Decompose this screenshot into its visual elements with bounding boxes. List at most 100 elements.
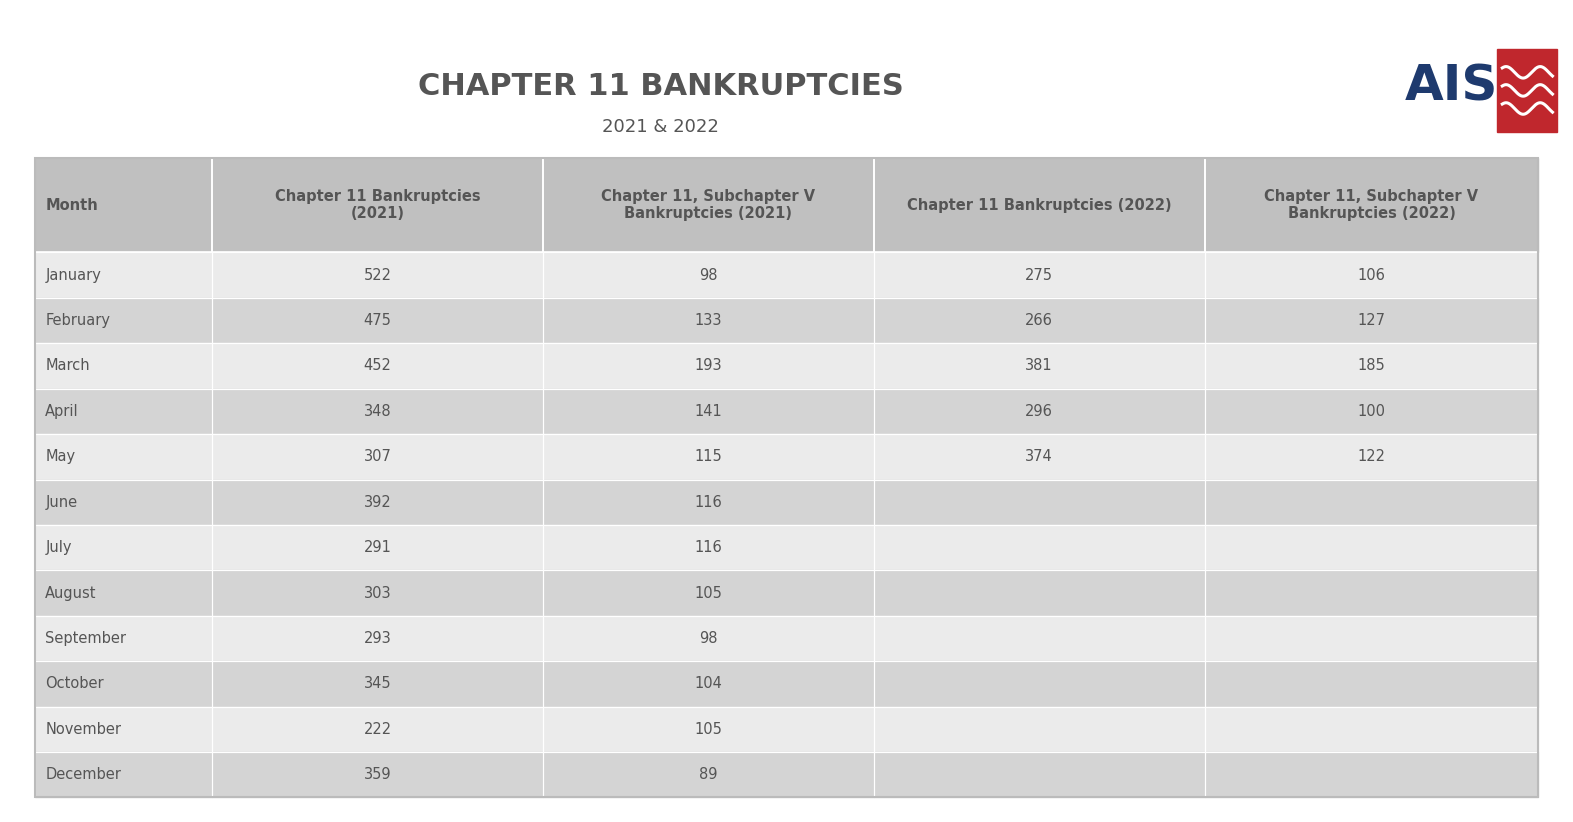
- Bar: [1205, 344, 1538, 389]
- Text: 106: 106: [1357, 268, 1386, 283]
- Bar: [35, 389, 212, 434]
- Bar: [873, 158, 1205, 252]
- Bar: [873, 661, 1205, 707]
- Bar: [1205, 479, 1538, 525]
- Bar: [212, 434, 543, 479]
- Bar: [873, 479, 1205, 525]
- Bar: [35, 570, 212, 616]
- Text: 116: 116: [694, 495, 722, 510]
- Text: 345: 345: [363, 677, 392, 691]
- Bar: [35, 525, 212, 570]
- Bar: [1205, 158, 1538, 252]
- Text: Chapter 11 Bankruptcies
(2021): Chapter 11 Bankruptcies (2021): [275, 189, 480, 221]
- Bar: [873, 616, 1205, 661]
- Text: 452: 452: [363, 358, 392, 373]
- Text: 475: 475: [363, 313, 392, 328]
- Bar: [212, 434, 543, 479]
- Bar: [35, 344, 212, 389]
- Text: 193: 193: [695, 358, 722, 373]
- Bar: [212, 707, 543, 752]
- Bar: [212, 298, 543, 344]
- Bar: [543, 389, 873, 434]
- Bar: [543, 616, 873, 661]
- Text: 2021 & 2022: 2021 & 2022: [602, 118, 719, 136]
- Bar: [1205, 570, 1538, 616]
- Bar: [873, 479, 1205, 525]
- Bar: [35, 158, 212, 252]
- Text: 105: 105: [694, 585, 722, 601]
- Text: 141: 141: [694, 404, 722, 419]
- Bar: [1205, 752, 1538, 797]
- Bar: [212, 525, 543, 570]
- Text: CHAPTER 11 BANKRUPTCIES: CHAPTER 11 BANKRUPTCIES: [418, 72, 903, 101]
- Bar: [1205, 707, 1538, 752]
- Bar: [543, 707, 873, 752]
- Text: 104: 104: [694, 677, 722, 691]
- Text: 122: 122: [1357, 450, 1386, 464]
- Bar: [873, 389, 1205, 434]
- Text: 98: 98: [698, 631, 717, 646]
- Bar: [1205, 158, 1538, 252]
- Bar: [212, 298, 543, 344]
- Bar: [212, 252, 543, 298]
- Text: 266: 266: [1026, 313, 1052, 328]
- Text: February: February: [46, 313, 110, 328]
- Bar: [212, 616, 543, 661]
- Bar: [212, 616, 543, 661]
- Bar: [873, 434, 1205, 479]
- Text: 374: 374: [1026, 450, 1052, 464]
- Bar: [873, 616, 1205, 661]
- Bar: [1205, 707, 1538, 752]
- Text: 293: 293: [363, 631, 392, 646]
- Text: 359: 359: [363, 767, 392, 783]
- Text: August: August: [46, 585, 98, 601]
- Bar: [35, 389, 212, 434]
- Text: 348: 348: [363, 404, 392, 419]
- Bar: [212, 252, 543, 298]
- Bar: [35, 616, 212, 661]
- Bar: [1205, 298, 1538, 344]
- Bar: [212, 158, 543, 252]
- Text: 127: 127: [1357, 313, 1386, 328]
- Bar: [543, 158, 873, 252]
- Bar: [1205, 661, 1538, 707]
- Bar: [543, 252, 873, 298]
- Bar: [543, 479, 873, 525]
- Bar: [543, 661, 873, 707]
- Bar: [35, 707, 212, 752]
- Bar: [873, 570, 1205, 616]
- Bar: [1205, 434, 1538, 479]
- Bar: [1205, 298, 1538, 344]
- Text: 296: 296: [1026, 404, 1052, 419]
- Bar: [873, 344, 1205, 389]
- Text: AIS: AIS: [1405, 62, 1497, 110]
- Bar: [543, 661, 873, 707]
- Bar: [35, 434, 212, 479]
- Text: 392: 392: [363, 495, 392, 510]
- Text: 291: 291: [363, 540, 392, 555]
- Bar: [35, 525, 212, 570]
- Bar: [212, 752, 543, 797]
- Text: November: November: [46, 722, 121, 737]
- Text: 115: 115: [694, 450, 722, 464]
- Text: May: May: [46, 450, 76, 464]
- Text: April: April: [46, 404, 79, 419]
- Bar: [873, 344, 1205, 389]
- Text: Chapter 11 Bankruptcies (2022): Chapter 11 Bankruptcies (2022): [906, 197, 1172, 213]
- Bar: [873, 707, 1205, 752]
- Bar: [873, 752, 1205, 797]
- Bar: [1205, 616, 1538, 661]
- Bar: [212, 479, 543, 525]
- Text: 105: 105: [694, 722, 722, 737]
- Bar: [35, 752, 212, 797]
- Bar: [1497, 49, 1557, 132]
- Bar: [543, 298, 873, 344]
- Bar: [543, 434, 873, 479]
- Bar: [35, 616, 212, 661]
- Bar: [1205, 434, 1538, 479]
- Bar: [212, 707, 543, 752]
- Bar: [1205, 252, 1538, 298]
- Bar: [1205, 344, 1538, 389]
- Bar: [543, 344, 873, 389]
- Bar: [35, 158, 1538, 797]
